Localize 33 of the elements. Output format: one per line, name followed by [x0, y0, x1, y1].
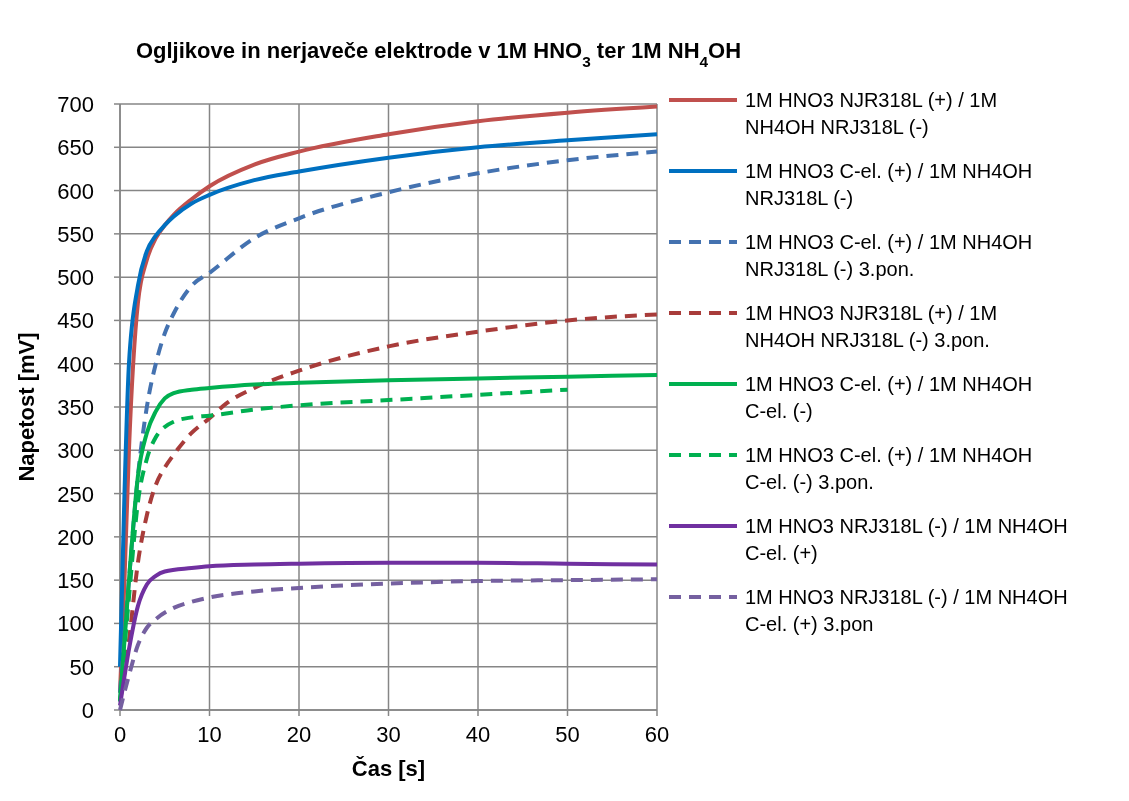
x-tick-label: 30 — [376, 722, 401, 747]
x-tick-label: 0 — [113, 722, 127, 747]
legend-label: 1M HNO3 C-el. (+) / 1M NH4OH NRJ318L (-) 3.pon. — [745, 231, 1033, 280]
legend-label: 1M HNO3 C-el. (+) / 1M NH4OH C-el. (-) — [745, 373, 1038, 422]
legend-label: 1M HNO3 NRJ318L (-) / 1M NH4OH C-el. (+) 3.pon — [745, 586, 1068, 635]
y-tick-label: 100 — [57, 611, 94, 637]
x-tick-label: 60 — [644, 722, 670, 747]
y-axis-title: Napetost [mV] — [14, 332, 39, 482]
x-tick-label: 20 — [286, 722, 312, 747]
y-tick-label: 50 — [69, 654, 94, 680]
x-axis-title: Čas [s] — [351, 756, 426, 781]
y-tick-label: 0 — [81, 698, 94, 723]
x-tick-label: 40 — [465, 722, 491, 747]
y-tick-label: 400 — [57, 351, 94, 377]
chart-title: Ogljikove in nerjaveče elektrode v 1M HNO$_{3}$ ter 1M NH$_{4}$OH — [135, 38, 742, 70]
y-tick-label: 700 — [57, 92, 94, 117]
y-tick-label: 500 — [57, 265, 94, 291]
y-tick-label: 300 — [57, 438, 94, 464]
y-tick-label: 150 — [57, 568, 94, 594]
legend-label: 1M HNO3 C-el. (+) / 1M NH4OH C-el. (-) 3.pon. — [745, 444, 1038, 493]
y-tick-label: 650 — [57, 135, 94, 161]
y-tick-label: 350 — [57, 395, 94, 420]
y-tick-label: 450 — [57, 308, 94, 334]
legend-label: 1M HNO3 NRJ318L (-) / 1M NH4OH C-el. (+) — [745, 515, 1068, 564]
legend-label: 1M HNO3 C-el. (+) / 1M NH4OH NRJ318L (-) — [745, 160, 1033, 209]
legend-label: 1M HNO3 NJR318L (+) / 1M NH4OH NRJ318L (-) 3.pon. — [745, 302, 998, 351]
legend-label: 1M HNO3 NJR318L (+) / 1M NH4OH NRJ318L (-) — [745, 89, 998, 138]
y-tick-label: 600 — [57, 178, 94, 204]
y-tick-label: 550 — [57, 221, 94, 247]
y-tick-label: 200 — [57, 524, 94, 550]
x-tick-label: 50 — [555, 722, 580, 747]
x-tick-label: 10 — [197, 722, 222, 747]
y-tick-label: 250 — [57, 481, 94, 507]
